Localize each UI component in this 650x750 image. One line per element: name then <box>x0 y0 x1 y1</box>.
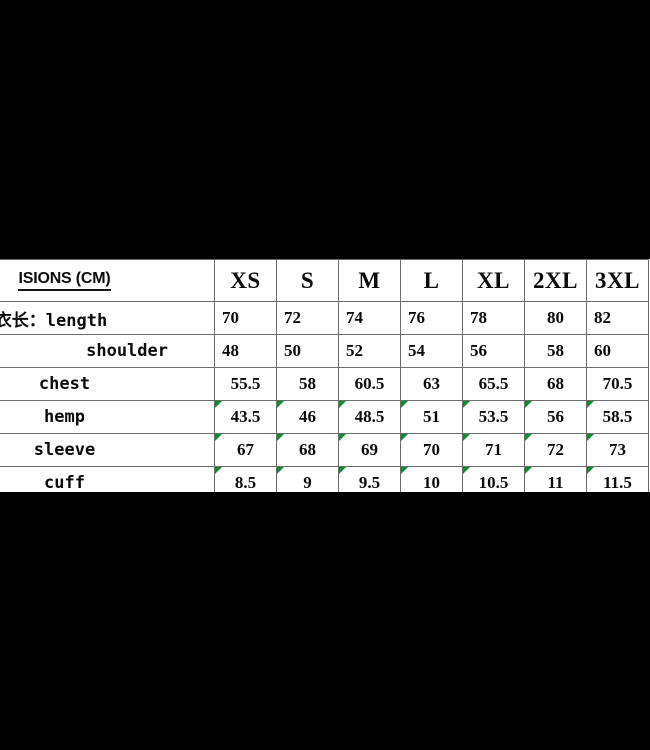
cell-s: 72 <box>276 301 339 335</box>
row-label: shoulder <box>0 334 215 368</box>
cell-3xl: 73 <box>586 433 649 467</box>
header-size-xs: XS <box>214 259 277 302</box>
cell-xs: 8.5 <box>214 466 277 492</box>
cell-m: 9.5 <box>338 466 401 492</box>
table-row: sleeve 67 68 69 70 71 72 73 <box>0 433 649 467</box>
cell-xl: 65.5 <box>462 367 525 401</box>
cell-l: 51 <box>400 400 463 434</box>
table-row: 衣长：length 70 72 74 76 78 80 82 <box>0 301 649 335</box>
cell-m: 48.5 <box>338 400 401 434</box>
table-header-row: ISIONS (CM) XS S M L XL 2XL 3XL <box>0 259 649 302</box>
cell-l: 63 <box>400 367 463 401</box>
cell-2xl: 72 <box>524 433 587 467</box>
table-row: cuff 8.5 9 9.5 10 10.5 11 11.5 <box>0 466 649 492</box>
cell-m: 74 <box>338 301 401 335</box>
table-body: 衣长：length 70 72 74 76 78 80 82 shoulder 48 50 52 54 5… <box>0 301 649 492</box>
cell-2xl: 11 <box>524 466 587 492</box>
table-row: chest 55.5 58 60.5 63 65.5 68 70.5 <box>0 367 649 401</box>
header-dimensions-label: ISIONS (CM) <box>0 259 215 302</box>
cell-3xl: 11.5 <box>586 466 649 492</box>
cell-3xl: 58.5 <box>586 400 649 434</box>
size-chart-table: ISIONS (CM) XS S M L XL 2XL 3XL 衣长：lengt… <box>0 259 649 492</box>
cell-3xl: 82 <box>586 301 649 335</box>
header-size-xl: XL <box>462 259 525 302</box>
header-size-m: M <box>338 259 401 302</box>
cell-s: 9 <box>276 466 339 492</box>
cell-m: 52 <box>338 334 401 368</box>
cell-2xl: 56 <box>524 400 587 434</box>
cell-m: 60.5 <box>338 367 401 401</box>
row-label: sleeve <box>0 433 215 467</box>
cell-3xl: 60 <box>586 334 649 368</box>
cell-xl: 71 <box>462 433 525 467</box>
cell-s: 50 <box>276 334 339 368</box>
cell-m: 69 <box>338 433 401 467</box>
cell-xl: 56 <box>462 334 525 368</box>
cell-2xl: 58 <box>524 334 587 368</box>
header-dimensions-text: ISIONS (CM) <box>18 270 111 291</box>
cell-l: 54 <box>400 334 463 368</box>
row-label: hemp <box>0 400 215 434</box>
cell-xs: 67 <box>214 433 277 467</box>
cell-l: 70 <box>400 433 463 467</box>
row-label: 衣长：length <box>0 301 215 335</box>
size-chart-panel: ISIONS (CM) XS S M L XL 2XL 3XL 衣长：lengt… <box>0 259 650 492</box>
header-size-l: L <box>400 259 463 302</box>
cell-3xl: 70.5 <box>586 367 649 401</box>
cell-s: 68 <box>276 433 339 467</box>
cell-xs: 70 <box>214 301 277 335</box>
row-label: chest <box>0 367 215 401</box>
cell-xl: 53.5 <box>462 400 525 434</box>
cell-xl: 78 <box>462 301 525 335</box>
cell-2xl: 68 <box>524 367 587 401</box>
cell-xs: 55.5 <box>214 367 277 401</box>
header-size-3xl: 3XL <box>586 259 649 302</box>
row-label: cuff <box>0 466 215 492</box>
cell-xl: 10.5 <box>462 466 525 492</box>
cell-s: 46 <box>276 400 339 434</box>
cell-xs: 43.5 <box>214 400 277 434</box>
cell-xs: 48 <box>214 334 277 368</box>
cell-s: 58 <box>276 367 339 401</box>
cell-2xl: 80 <box>524 301 587 335</box>
cell-l: 76 <box>400 301 463 335</box>
header-size-2xl: 2XL <box>524 259 587 302</box>
table-row: shoulder 48 50 52 54 56 58 60 <box>0 334 649 368</box>
header-size-s: S <box>276 259 339 302</box>
cell-l: 10 <box>400 466 463 492</box>
table-row: hemp 43.5 46 48.5 51 53.5 56 58.5 <box>0 400 649 434</box>
